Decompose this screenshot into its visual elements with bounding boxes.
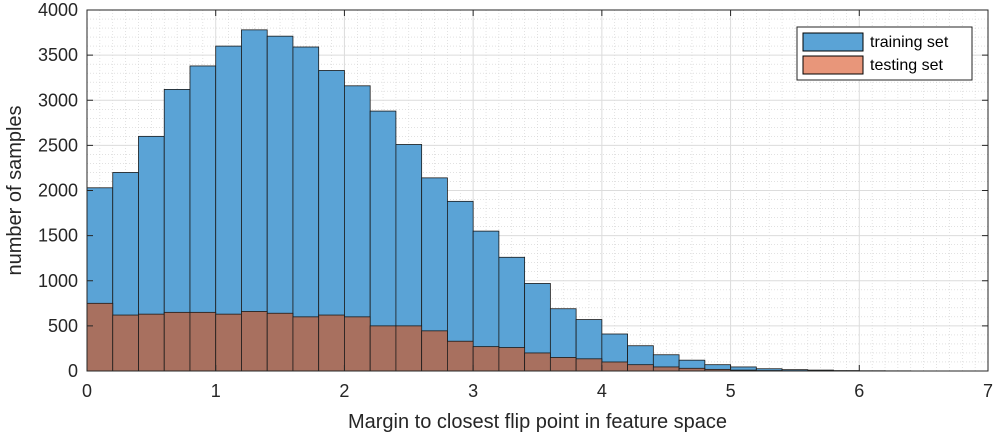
legend-swatch-training: [802, 32, 864, 52]
testing-bar: [344, 316, 371, 372]
testing-bar: [318, 314, 345, 372]
y-tick-label: 0: [68, 361, 78, 381]
legend-label-testing: testing set: [870, 57, 943, 74]
x-tick-label: 4: [597, 381, 607, 401]
testing-bar: [241, 311, 268, 372]
y-tick-label: 3000: [38, 90, 78, 110]
testing-bar: [524, 352, 551, 372]
testing-bar: [498, 347, 526, 372]
testing-bar: [112, 314, 139, 372]
testing-bar: [138, 313, 165, 372]
testing-bar: [472, 346, 500, 372]
testing-bar: [189, 311, 217, 372]
y-tick-label: 3500: [38, 45, 78, 65]
testing-bar: [446, 340, 474, 372]
x-tick-label: 0: [82, 381, 92, 401]
axis-tick-labels: 0 1 2 3 4 5 6 7 0 500 1000 1500 2000 2500 3000 3500 4000: [38, 0, 993, 401]
testing-bar: [601, 361, 628, 372]
y-tick-label: 1000: [38, 271, 78, 291]
testing-bar: [215, 313, 242, 372]
testing-bar: [627, 364, 654, 372]
testing-bar: [163, 311, 191, 372]
testing-bar: [575, 358, 603, 372]
axis-ticks: [86, 9, 989, 372]
y-tick-label: 500: [48, 316, 78, 336]
testing-bar: [369, 325, 397, 372]
y-tick-label: 2500: [38, 135, 78, 155]
y-tick-label: 1500: [38, 226, 78, 246]
testing-bar: [292, 316, 320, 372]
x-axis-title: Margin to closest flip point in feature …: [348, 411, 727, 433]
testing-bar: [652, 366, 680, 372]
y-tick-label: 4000: [38, 0, 78, 20]
testing-bar: [421, 330, 448, 372]
x-tick-label: 3: [468, 381, 478, 401]
x-tick-label: 1: [211, 381, 221, 401]
x-tick-label: 6: [854, 381, 864, 401]
bars: [86, 29, 963, 372]
legend-swatch-testing: [802, 55, 864, 75]
testing-bar: [395, 325, 423, 372]
testing-bar: [86, 302, 114, 372]
legend-label-training: training set: [870, 34, 949, 51]
testing-bar: [549, 357, 577, 372]
x-tick-label: 7: [983, 381, 993, 401]
testing-bar: [266, 312, 294, 372]
y-tick-label: 2000: [38, 181, 78, 201]
x-tick-label: 5: [726, 381, 736, 401]
x-tick-label: 2: [339, 381, 349, 401]
y-axis-title: number of samples: [4, 105, 26, 275]
legend: training set testing set: [796, 26, 973, 81]
